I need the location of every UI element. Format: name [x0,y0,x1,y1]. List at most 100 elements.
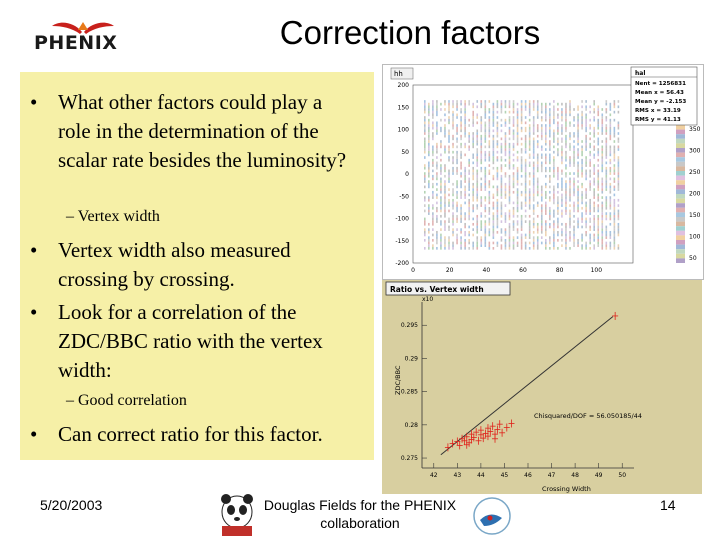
heatmap-cell [504,241,507,245]
heatmap-cell [444,145,446,149]
heatmap-cell [456,102,458,106]
heatmap-cell [613,140,616,143]
heatmap-cell [504,212,507,215]
heatmap-cell [577,118,579,122]
heatmap-cell [508,193,511,197]
heatmap-cell [484,108,487,111]
heatmap-cell [565,172,567,175]
heatmap-cell [520,241,523,245]
heatmap-column [496,100,499,247]
heatmap-cell [480,238,483,242]
heatmap-cell [605,150,608,154]
heatmap-cell [569,161,571,165]
heatmap-cell [593,177,595,181]
heatmap-cell [536,105,539,109]
heatmap-cell [613,156,616,159]
heatmap-cell [597,180,600,183]
heatmap-cell [577,220,579,223]
heatmap-cell [456,153,458,157]
heatmap-column [589,105,591,250]
heatmap-cell [528,132,531,135]
subpoint-item: – Good correlation [66,392,187,409]
color-scale-band [676,166,685,171]
heatmap-cell [512,246,515,250]
heatmap-cell [601,126,604,130]
heatmap-cell [532,180,535,183]
heatmap-cell [476,100,479,103]
heatmap-cell [601,230,604,234]
y-tick-label: 150 [398,104,410,111]
heatmap-cell [432,150,434,154]
heatmap-cell [496,172,499,175]
heatmap-cell [500,169,503,173]
heatmap-cell [520,110,523,114]
heatmap-cell [597,206,600,210]
heatmap-cell [472,196,474,199]
heatmap-cell [528,102,531,106]
heatmap-cell [540,116,543,119]
heatmap-cell [557,126,559,130]
heatmap-cell [609,206,612,210]
x-tick-label: 0 [411,267,415,274]
heatmap-cell [516,220,519,223]
heatmap-cell [484,244,487,247]
heatmap-cell [432,126,434,130]
heatmap-cell [500,118,503,122]
heatmap-cell [597,126,600,130]
heatmap-cell [496,156,499,159]
heatmap-cell [520,156,523,159]
heatmap-cell [589,172,591,175]
heatmap-cell [492,116,495,119]
heatmap-cell [524,204,527,207]
heatmap-cell [605,126,608,130]
heatmap-column [488,100,491,250]
heatmap-cell [520,142,523,146]
heatmap-cell [488,129,491,133]
heatmap-cell [492,246,495,250]
heatmap-cell [532,236,535,239]
heatmap-cell [540,102,543,106]
heatmap-cell [536,230,539,234]
color-scale-band [676,207,685,213]
heatmap-cell [585,206,587,210]
heatmap-cell [520,233,523,237]
heatmap-cell [553,140,555,143]
heatmap-cell [496,244,499,247]
heatmap-cell [589,161,591,165]
heatmap-cell [468,188,470,191]
heatmap-cell [492,204,495,207]
heatmap-cell [460,100,462,103]
heatmap-cell [613,228,616,231]
heatmap-cell [553,164,555,167]
heatmap-cell [593,222,595,226]
heatmap-cell [440,169,442,173]
heatmap-cell [577,137,579,141]
heatmap-cell [500,148,503,151]
heatmap-cell [500,129,503,133]
heatmap-cell [553,246,555,250]
heatmap-cell [472,174,474,178]
heatmap-cell [585,244,587,247]
heatmap-cell [496,190,499,194]
heatmap-cell [589,105,591,109]
heatmap-cell [464,118,466,122]
heatmap-cell [561,233,563,237]
heatmap-cell [444,206,446,210]
heatmap-cell [589,206,591,210]
heatmap-cell [613,164,616,167]
scatter-point [494,425,501,434]
heatmap-cell [569,121,571,125]
heatmap-cell [472,182,474,186]
heatmap-cell [605,172,608,175]
heatmap-cell [504,220,507,223]
heatmap-cell [452,201,454,205]
heatmap-cell [464,230,466,234]
heatmap-column [528,100,531,250]
heatmap-cell [577,201,579,205]
heatmap-cell [561,228,563,231]
heatmap-cell [536,140,539,143]
heatmap-cell [460,182,462,186]
heatmap-cell [561,156,563,159]
heatmap-cell [492,153,495,157]
heatmap-cell [444,241,446,245]
